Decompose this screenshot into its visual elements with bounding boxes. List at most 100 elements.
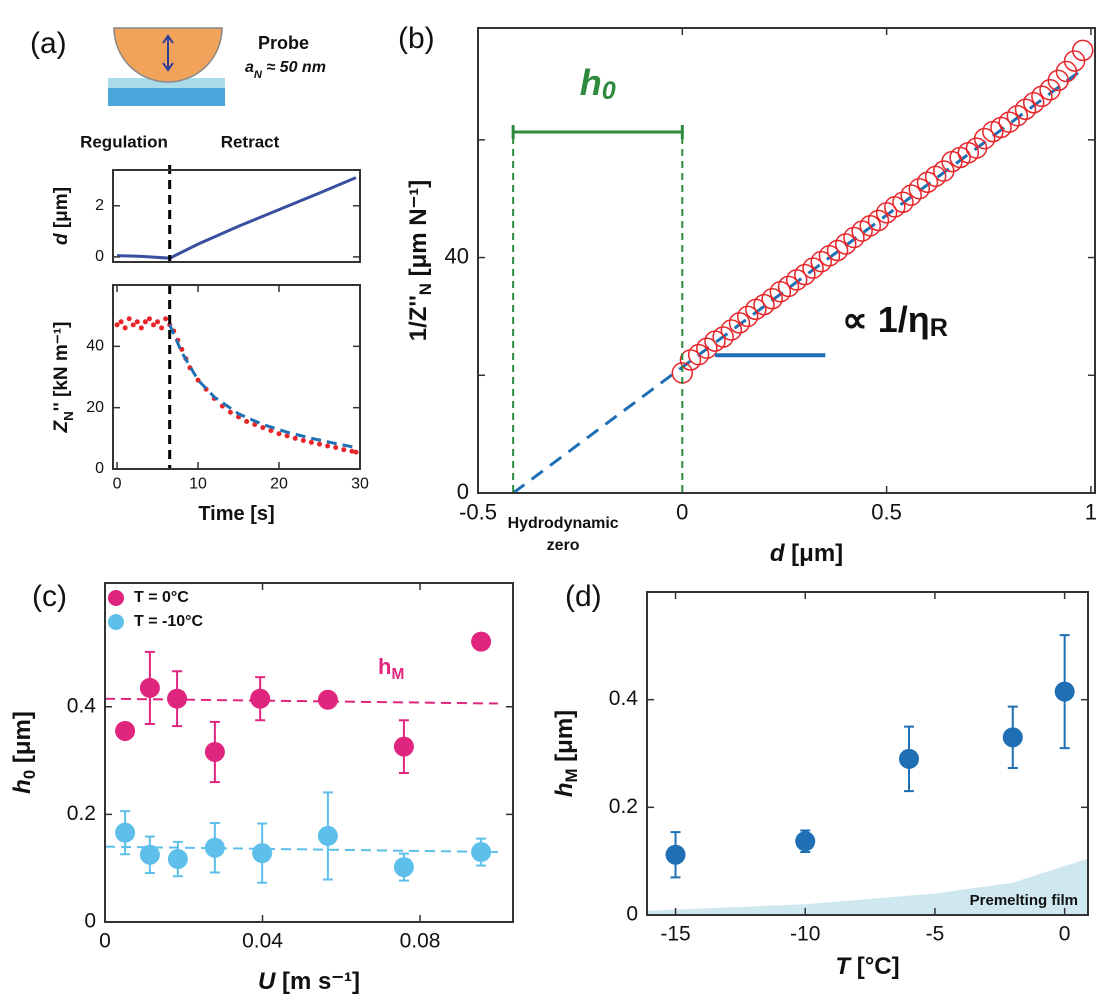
zero-label: zero xyxy=(547,537,580,554)
marker xyxy=(393,736,414,757)
x-axis-label: T [°C] xyxy=(835,953,899,980)
marker xyxy=(317,689,338,710)
marker xyxy=(1031,85,1053,108)
plot-area xyxy=(647,634,1088,915)
marker xyxy=(1055,60,1078,83)
label-part: 1/Z'' xyxy=(405,295,432,341)
y-tick-label: 0 xyxy=(84,910,96,933)
axes-frame xyxy=(112,284,361,470)
y-axis-label: d [μm] xyxy=(51,187,72,245)
y-tick-label: 40 xyxy=(445,243,469,268)
marker xyxy=(195,377,201,383)
label-part: [m s⁻¹] xyxy=(275,968,360,995)
legend-label: T = 0°C xyxy=(134,589,189,606)
arrow-heads xyxy=(162,34,174,72)
label-part: [μm] xyxy=(784,540,843,567)
marker xyxy=(875,202,898,224)
marker xyxy=(802,257,824,279)
fit-line xyxy=(168,324,357,450)
probe-label: Probe xyxy=(258,33,309,53)
marker xyxy=(300,437,306,443)
marker xyxy=(834,233,857,255)
label-part: a xyxy=(245,59,254,76)
marker xyxy=(159,325,165,331)
x-tick-label: -15 xyxy=(660,922,690,945)
label-part: '' [kN m⁻¹] xyxy=(51,321,72,411)
marker xyxy=(794,263,816,286)
panel: 0 0.2 0.4 0 0.04 0.08 (c) T = 0°C T = -10°C xyxy=(32,580,514,952)
marker xyxy=(341,447,347,453)
marker xyxy=(867,209,890,232)
marker xyxy=(204,741,225,762)
marker xyxy=(349,448,355,454)
marker xyxy=(777,275,800,298)
marker xyxy=(736,305,759,328)
label-part: Z xyxy=(51,420,72,434)
fit-line xyxy=(105,845,499,854)
label-part: [μm] xyxy=(51,187,72,233)
marker xyxy=(244,418,250,424)
marker xyxy=(276,431,282,437)
x-tick-label: 0.08 xyxy=(400,929,441,952)
marker xyxy=(317,441,323,447)
marker xyxy=(204,837,225,858)
area-label: Premelting film xyxy=(970,892,1078,909)
plot-area xyxy=(117,176,357,260)
legend-marker xyxy=(108,614,124,630)
x-tick-label: 1 xyxy=(1085,500,1097,525)
marker xyxy=(114,322,120,328)
x-tick-label: 0 xyxy=(113,475,122,492)
marker xyxy=(139,844,160,865)
x-tick-label: -5 xyxy=(926,922,945,945)
marker xyxy=(292,435,298,441)
marker xyxy=(150,322,156,328)
panel: 0 20 40 0 10 20 30 xyxy=(86,284,369,492)
marker xyxy=(268,428,274,434)
axes-frame xyxy=(112,169,361,263)
x-axis-label: U [m s⁻¹] xyxy=(258,968,360,995)
marker xyxy=(250,688,271,709)
y-tick-label: 0.4 xyxy=(67,694,97,717)
y-tick-label: 40 xyxy=(86,338,104,355)
marker xyxy=(252,843,273,864)
probe-illustration xyxy=(108,27,225,106)
area xyxy=(647,858,1088,915)
label-part: h xyxy=(580,62,602,103)
plot-area xyxy=(105,631,499,884)
y-axis-label: ZN'' [kN m⁻¹] xyxy=(51,321,76,433)
marker xyxy=(471,631,492,652)
marker xyxy=(471,842,492,863)
marker xyxy=(325,443,331,449)
label-part: 0 xyxy=(602,77,616,105)
marker xyxy=(899,748,920,769)
label-part: N xyxy=(254,69,263,81)
label-part: [°C] xyxy=(850,953,900,980)
marker xyxy=(696,337,718,359)
marker xyxy=(134,319,140,325)
axes-frame xyxy=(104,582,514,923)
marker xyxy=(139,677,160,698)
y-tick-label: 0.4 xyxy=(609,687,639,710)
label-part: h xyxy=(378,654,391,679)
marker xyxy=(167,849,188,870)
marker xyxy=(163,316,169,322)
panel: 0 0.2 0.4 -15 -10 -5 0 Premelting film (d) xyxy=(565,580,1089,945)
marker xyxy=(753,293,775,316)
panel: 0 2 (a) Probe Regulation Retract xyxy=(30,27,361,265)
marker xyxy=(333,445,339,451)
x-tick-label: 0 xyxy=(676,500,688,525)
y-tick-label: 0 xyxy=(95,460,104,477)
marker xyxy=(1071,39,1094,62)
label-part: h xyxy=(551,783,578,798)
label-part: Time [s] xyxy=(198,503,274,525)
x-tick-label: 20 xyxy=(270,475,288,492)
zero-label: Hydrodynamic xyxy=(508,515,619,532)
marker xyxy=(155,319,161,325)
marker xyxy=(252,422,258,428)
marker xyxy=(393,857,414,878)
marker xyxy=(998,111,1020,133)
phase-label: Regulation xyxy=(80,132,168,151)
marker xyxy=(687,343,710,366)
marker xyxy=(1047,69,1069,92)
